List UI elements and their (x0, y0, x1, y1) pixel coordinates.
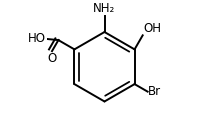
Text: OH: OH (143, 22, 161, 35)
Text: O: O (47, 52, 57, 65)
Text: HO: HO (28, 32, 46, 45)
Text: Br: Br (148, 85, 161, 98)
Text: NH₂: NH₂ (93, 2, 116, 15)
